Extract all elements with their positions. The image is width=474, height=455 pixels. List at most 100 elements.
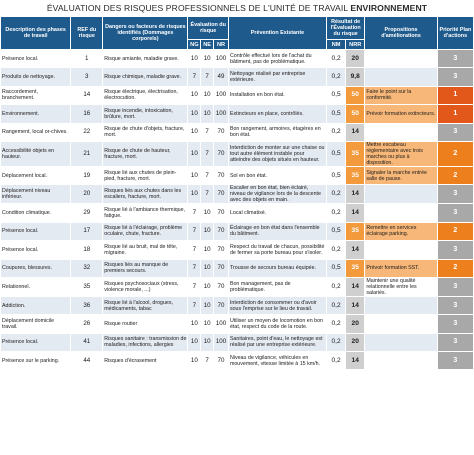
- cell-ng: 10: [187, 122, 202, 142]
- cell-priority: 2: [436, 140, 474, 167]
- table-row: Présence local. 41 Risques sanitaire : tra…: [0, 332, 474, 353]
- table-row: Condition climatique. 29 Risque lié à l'am…: [0, 203, 474, 223]
- table-row: Présence local. 18 Risque lié au bruit, ma…: [0, 240, 474, 260]
- cell-nr: 70: [213, 203, 229, 223]
- cell-prevention: Bon rangement, armoires, étagères en bon…: [227, 122, 327, 142]
- cell-ref: 29: [70, 203, 104, 223]
- header-prevention: Prévention Existante: [227, 16, 327, 50]
- cell-nr: 49: [213, 67, 229, 87]
- cell-proposition: [364, 314, 438, 334]
- cell-ref: 44: [70, 351, 104, 371]
- cell-nm: 0,2: [325, 314, 347, 334]
- cell-danger: Risque électrique, électrisation, électr…: [102, 85, 189, 106]
- cell-nr: 70: [213, 240, 229, 260]
- cell-danger: Risques d'écrasement: [102, 351, 189, 371]
- cell-proposition: [364, 184, 438, 205]
- cell-nm: 0,2: [325, 332, 347, 353]
- table-row: Présence sur le parking. 44 Risques d'écra…: [0, 351, 474, 371]
- header-priority: Priorité Plan d'actions: [436, 16, 474, 50]
- cell-ref: 41: [70, 332, 104, 353]
- header-description: Description des phases de travail: [0, 16, 72, 50]
- cell-ng: 10: [187, 351, 202, 371]
- table-row: Coupures, blessures. 32 Risques liés au ma…: [0, 258, 474, 278]
- cell-nm: 0,5: [325, 221, 347, 242]
- cell-proposition: Faire le point sur la conformité.: [364, 85, 438, 106]
- header-ref: REF du risque: [70, 16, 104, 50]
- cell-ng: 10: [187, 165, 202, 186]
- cell-ref: 20: [70, 184, 104, 205]
- cell-prevention: Nettoyage réalisé par entreprise extérie…: [227, 67, 327, 87]
- table-row: Accessibilité objets en hauteur. 21 Risque…: [0, 140, 474, 167]
- cell-description: Environnement.: [0, 104, 72, 124]
- cell-ne: 7: [200, 184, 215, 205]
- cell-description: Condition climatique.: [0, 203, 72, 223]
- cell-prevention: Utiliser un moyen de locomotion en bon é…: [227, 314, 327, 334]
- cell-nrr: 14: [345, 203, 366, 223]
- cell-prevention: Éclairage en bon état dans l'ensemble du…: [227, 221, 327, 242]
- cell-ne: 7: [200, 165, 215, 186]
- cell-ne: 10: [200, 314, 215, 334]
- cell-nm: 0,5: [325, 85, 347, 106]
- cell-prevention: Sanitaires, point d'eau, le nettoyage es…: [227, 332, 327, 353]
- cell-nrr: 20: [345, 314, 366, 334]
- cell-ng: 7: [187, 258, 202, 278]
- cell-description: Addiction.: [0, 295, 72, 316]
- cell-nrr: 14: [345, 122, 366, 142]
- cell-description: Déplacement niveau inférieur.: [0, 184, 72, 205]
- cell-ng: 7: [187, 276, 202, 297]
- cell-prevention: Contrôle effectué lors de l'achat du bât…: [227, 48, 327, 69]
- cell-ne: 7: [200, 122, 215, 142]
- cell-ref: 19: [70, 165, 104, 186]
- cell-danger: Risques liés au manque de premiers secou…: [102, 258, 189, 278]
- cell-ng: 10: [187, 48, 202, 69]
- cell-prevention: Escalier en bon état, bien éclairé, nive…: [227, 184, 327, 205]
- cell-ng: 7: [187, 240, 202, 260]
- cell-ng: 7: [187, 67, 202, 87]
- cell-nm: 0,2: [325, 48, 347, 69]
- header-result: Résultat de l'Évaluation du risque: [325, 16, 366, 40]
- cell-nm: 0,5: [325, 104, 347, 124]
- cell-danger: Risque lié au bruit, mal de tête, migrai…: [102, 240, 189, 260]
- cell-proposition: [364, 67, 438, 87]
- cell-prevention: Installation en bon état.: [227, 85, 327, 106]
- table-row: Déplacement local. 19 Risque lié aux chute…: [0, 165, 474, 186]
- cell-nr: 70: [213, 165, 229, 186]
- cell-ref: 26: [70, 314, 104, 334]
- cell-nm: 0,2: [325, 203, 347, 223]
- subheader-row: NG NE NR NM NRR: [1, 39, 474, 50]
- cell-nr: 100: [213, 104, 229, 124]
- cell-ref: 3: [70, 67, 104, 87]
- cell-ne: 10: [200, 221, 215, 242]
- cell-priority: 3: [436, 314, 474, 334]
- header-propositions: Propositions d'améliorations: [364, 16, 438, 50]
- cell-priority: 2: [436, 221, 474, 242]
- cell-priority: 1: [436, 104, 474, 124]
- cell-proposition: [364, 351, 438, 371]
- cell-description: Déplacement domicile travail.: [0, 314, 72, 334]
- title-unit: ENVIRONNEMENT: [350, 3, 428, 13]
- cell-ne: 10: [200, 295, 215, 316]
- cell-nr: 70: [213, 351, 229, 371]
- header-row: Description des phases de travail REF du…: [0, 16, 474, 50]
- cell-description: Produits de nettoyage.: [0, 67, 72, 87]
- header-ne: NE: [200, 39, 215, 50]
- cell-ref: 18: [70, 240, 104, 260]
- cell-description: Rangement, local or-chives.: [0, 122, 72, 142]
- cell-nrr: 50: [345, 104, 366, 124]
- cell-nrr: 14: [345, 240, 366, 260]
- cell-ref: 32: [70, 258, 104, 278]
- cell-nrr: 20: [345, 332, 366, 353]
- cell-ne: 7: [200, 67, 215, 87]
- cell-nr: 70: [213, 122, 229, 142]
- table-row: Rangement, local or-chives. 22 Risque de c…: [0, 122, 474, 142]
- cell-ref: 1: [70, 48, 104, 69]
- cell-prevention: Trousse de secours bureau équipée.: [227, 258, 327, 278]
- cell-proposition: Remettre en services éclairage parking.: [364, 221, 438, 242]
- cell-danger: Risque de chute d'objets, fracture, mort…: [102, 122, 189, 142]
- cell-nm: 0,2: [325, 295, 347, 316]
- risk-table: Description des phases de travail REF du…: [0, 16, 474, 371]
- cell-ne: 10: [200, 85, 215, 106]
- cell-nm: 0,2: [325, 276, 347, 297]
- table-row: Raccordement, branchement. 14 Risque élect…: [0, 85, 474, 106]
- cell-nrr: 14: [345, 295, 366, 316]
